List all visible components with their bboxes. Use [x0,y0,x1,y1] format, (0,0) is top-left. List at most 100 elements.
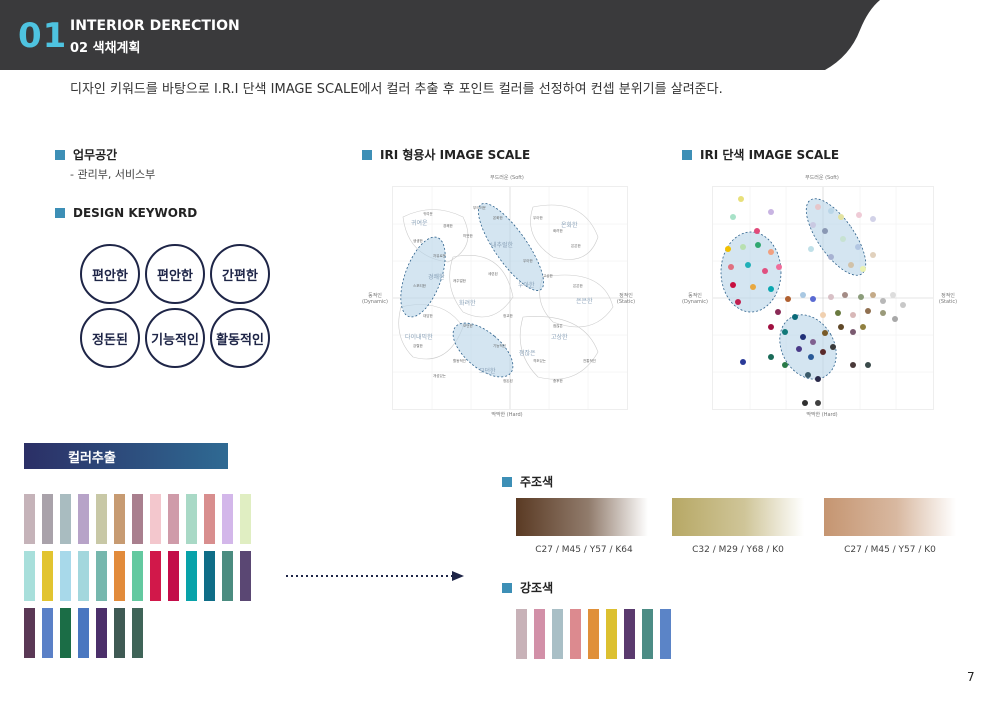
word-scale-label: 내추럴한 [491,241,514,249]
main-color-gradient [672,498,804,536]
keyword-circle: 간편한 [210,244,270,304]
svg-text:우아한: 우아한 [523,258,533,263]
work-space-label: 업무공간 [73,148,118,162]
word-scale-axis-top: 부드러운 (Soft) [490,175,524,181]
svg-text:격조있는: 격조있는 [533,358,547,363]
extract-color-chip [168,494,179,544]
word-scale-label: 귀여운 [411,219,428,227]
iri-word-scale-heading: IRI 형용사 IMAGE SCALE [362,146,530,163]
extract-color-chip [24,494,35,544]
extract-color-chip [132,494,143,544]
extract-color-chip [150,551,161,601]
keyword-circle: 활동적인 [210,308,270,368]
svg-text:세련된: 세련된 [488,271,498,276]
extract-color-chip [132,608,143,658]
extract-color-chip [60,608,71,658]
extract-color-chip [42,494,53,544]
word-scale-label: 점잖은 [519,349,536,357]
accent-color-chip [642,609,653,659]
bullet-square-icon [55,149,65,160]
extract-color-chip [240,494,251,544]
bullet-square-icon [502,476,512,487]
svg-text:개성있는: 개성있는 [433,373,447,378]
intro-text: 디자인 키워드를 바탕으로 I.R.I 단색 IMAGE SCALE에서 컬러 … [70,82,723,97]
word-scale-axis-left: 동적인 (Dynamic) [362,293,388,305]
svg-text:정돈된: 정돈된 [503,378,513,383]
extract-color-chip [186,494,197,544]
word-scale-label: 화려한 [459,299,476,307]
extract-color-chip [114,494,125,544]
accent-color-chip [624,609,635,659]
word-scale-label: 온화한 [561,222,578,229]
extract-color-chip [222,551,233,601]
keyword-circle: 편안한 [80,244,140,304]
svg-text:고상한: 고상한 [543,273,553,278]
main-color-cmyk: C32 / M29 / Y68 / K0 [692,545,784,555]
page-number: 7 [967,670,975,684]
iri-color-scale-label: IRI 단색 IMAGE SCALE [700,148,840,162]
svg-text:점잖은: 점잖은 [553,323,563,328]
dotted-arrow-icon [286,571,464,581]
extract-color-chip [204,494,215,544]
header-shape [0,0,880,70]
word-scale-label: 고상한 [551,333,568,341]
accent-color-chip [570,609,581,659]
extract-color-chip [114,608,125,658]
extract-color-chip [78,494,89,544]
work-space-sub: - 관리부, 서비스부 [70,168,156,181]
accent-color-label: 강조색 [520,581,554,595]
word-scale-label: 은은한 [576,298,593,305]
extract-color-chip [186,551,197,601]
extract-color-chip [96,551,107,601]
design-keyword-label: DESIGN KEYWORD [73,206,198,220]
color-scale-axis-right: 정적인 (Static) [938,293,958,305]
color-extract-banner: 컬러추출 [24,443,228,469]
iri-word-scale-chart: 귀여운 경쾌한 부드러운 온화한 우아한 화려한 은은한 따뜻한 생생한 자유로운 우아한 고상한… [392,186,628,410]
accent-color-chip [552,609,563,659]
extract-color-chip [60,494,71,544]
design-keyword-heading: DESIGN KEYWORD [55,206,197,220]
main-color-gradient [824,498,956,536]
accent-color-chip [660,609,671,659]
extract-color-chip [96,608,107,658]
svg-text:모던한: 모던한 [463,323,473,328]
accent-color-chip [516,609,527,659]
svg-text:스포티한: 스포티한 [413,283,427,288]
color-scale-axis-bottom: 딱딱한 (Hard) [806,412,838,418]
svg-text:활동적인: 활동적인 [453,358,466,363]
keyword-circle: 기능적인 [145,308,205,368]
word-scale-axis-right: 정적인 (Static) [616,293,636,305]
bullet-square-icon [682,149,692,160]
extract-color-chip [78,608,89,658]
bullet-square-icon [502,582,512,593]
svg-text:따뜻한: 따뜻한 [463,233,473,238]
section-title: INTERIOR DERECTION [70,18,240,34]
section-number: 01 [18,16,68,56]
svg-text:대담한: 대담한 [423,313,433,318]
accent-color-chip [588,609,599,659]
extract-color-chip [168,551,179,601]
word-scale-label: 모던한 [479,367,496,375]
accent-color-heading: 강조색 [502,579,553,596]
iri-color-scale-chart [712,186,934,410]
accent-color-chip [534,609,545,659]
iri-color-scale-heading: IRI 단색 IMAGE SCALE [682,146,839,163]
svg-text:우아한: 우아한 [533,215,543,220]
work-space-heading: 업무공간 [55,146,117,163]
svg-text:경쾌한: 경쾌한 [443,223,453,228]
extract-color-chip [204,551,215,601]
svg-text:귀여운: 귀여운 [423,211,433,216]
main-color-label: 주조색 [520,475,554,489]
svg-text:강렬한: 강렬한 [413,343,423,348]
extract-color-chip [42,551,53,601]
svg-text:기능적인: 기능적인 [493,343,506,348]
svg-text:전통적인: 전통적인 [583,358,596,363]
extract-color-chip [78,551,89,601]
main-color-heading: 주조색 [502,473,553,490]
iri-word-scale-label: IRI 형용사 IMAGE SCALE [380,148,531,162]
svg-text:캐주얼한: 캐주얼한 [453,278,467,283]
word-scale-axis-bottom: 딱딱한 (Hard) [491,412,523,418]
header-bar: 01 INTERIOR DERECTION 02 색채계획 [0,0,1000,70]
svg-text:화려한: 화려한 [553,228,563,233]
